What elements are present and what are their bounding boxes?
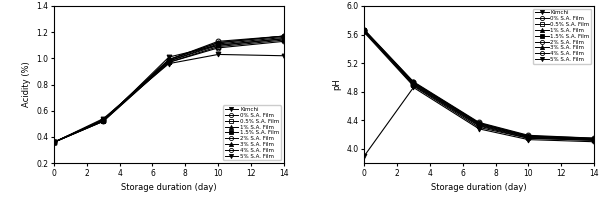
X-axis label: Storage duration (day): Storage duration (day) bbox=[121, 183, 217, 192]
Y-axis label: Acidity (%): Acidity (%) bbox=[22, 62, 31, 107]
X-axis label: Storage duration (day): Storage duration (day) bbox=[431, 183, 527, 192]
Legend: Kimchi, 0% S.A. Film, 0.5% S.A. Film, 1% S.A. Film, 1.5% S.A. Film, 2% S.A. Film: Kimchi, 0% S.A. Film, 0.5% S.A. Film, 1%… bbox=[223, 105, 281, 160]
Y-axis label: pH: pH bbox=[332, 79, 341, 91]
Legend: Kimchi, 0% S.A. Film, 0.5% S.A. Film, 1% S.A. Film, 1.5% S.A. Film, 2% S.A. Film: Kimchi, 0% S.A. Film, 0.5% S.A. Film, 1%… bbox=[533, 9, 591, 64]
